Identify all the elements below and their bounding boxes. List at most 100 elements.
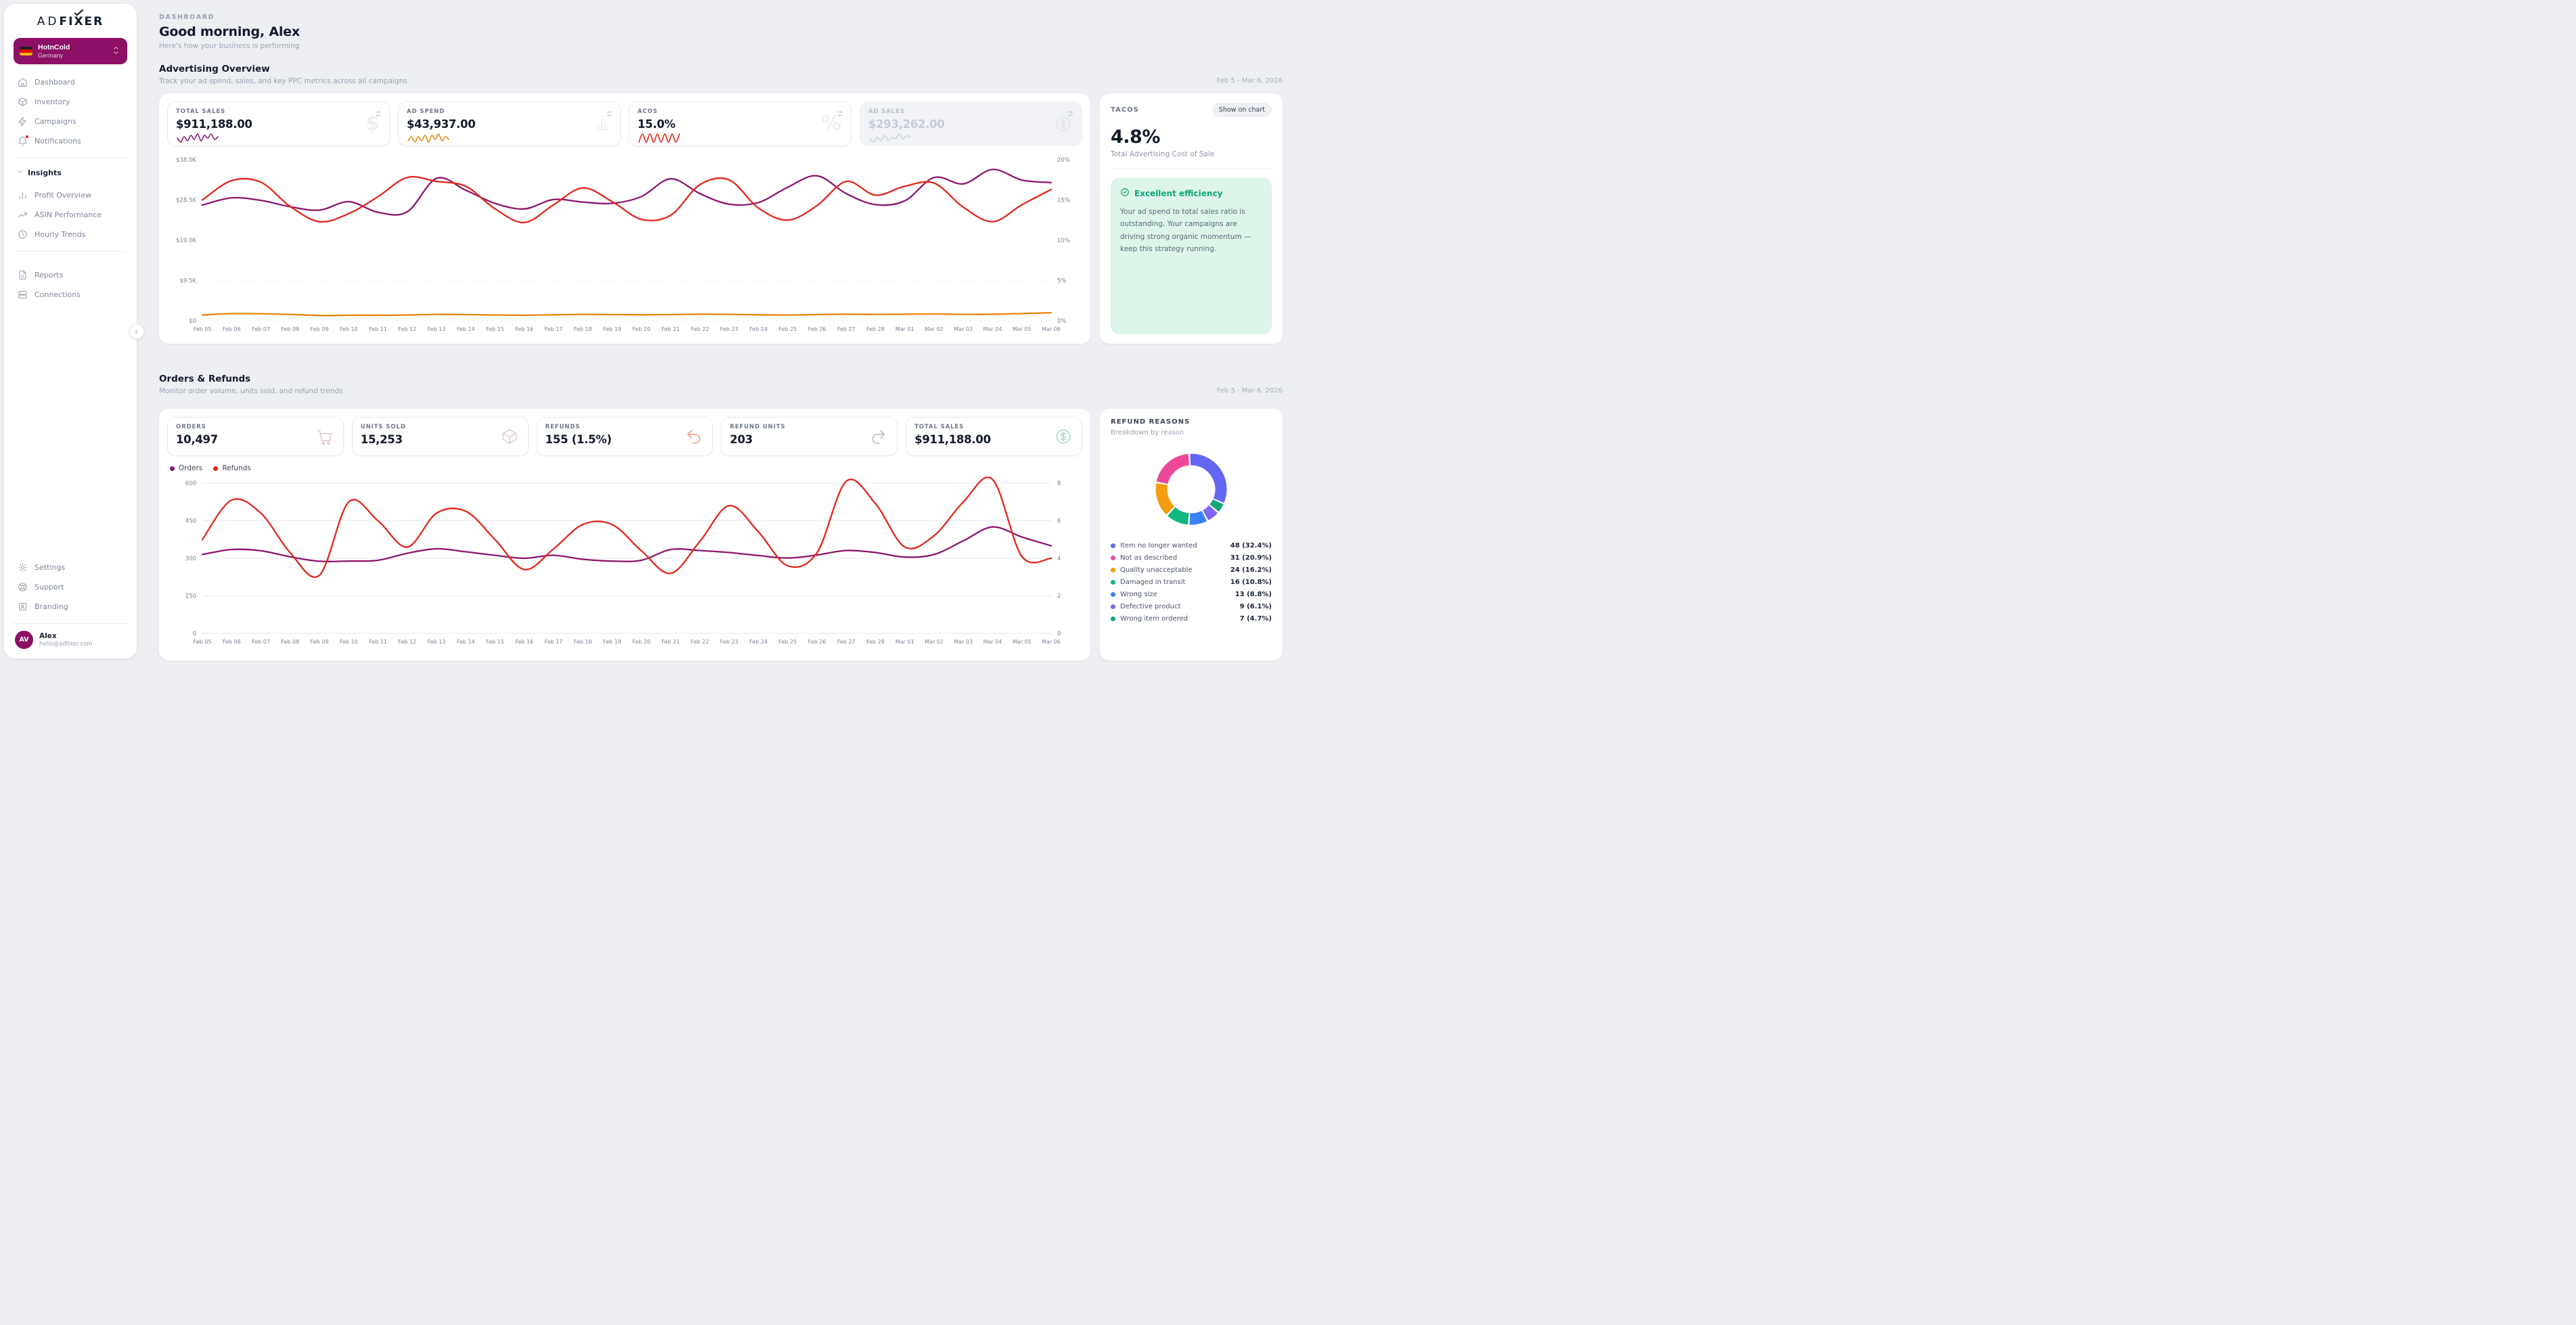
metric-card-total-sales[interactable]: TOTAL SALES $911,188.00 $ <box>167 102 390 146</box>
svg-text:Mar 03: Mar 03 <box>954 326 973 332</box>
refund-reason-row-quality-unacceptable[interactable]: Quality unacceptable 24 (16.2%) <box>1111 564 1272 576</box>
donut-segment-not-as-described[interactable] <box>1156 453 1190 485</box>
svg-text:Feb 26: Feb 26 <box>808 326 826 332</box>
user-profile[interactable]: AV Alex hello@adfixer.com <box>12 623 129 652</box>
metric-card-acos[interactable]: ACOS 15.0%% <box>629 102 851 146</box>
compare-arrows-icon <box>374 108 382 120</box>
donut-segment-defective-product[interactable] <box>1202 505 1218 520</box>
svg-text:300: 300 <box>185 556 196 562</box>
sidebar-item-settings[interactable]: Settings <box>12 558 129 577</box>
advertising-metric-cards: TOTAL SALES $911,188.00 $ AD SPEND $43,937.0… <box>167 102 1082 146</box>
reason-label: Damaged in transit <box>1120 578 1186 586</box>
advertising-panel: TOTAL SALES $911,188.00 $ AD SPEND $43,937.0… <box>159 93 1090 344</box>
orders-panel: ORDERS 10,497 UNITS SOLD 15,253 REFUNDS 155 (… <box>159 409 1090 660</box>
svg-text:Feb 27: Feb 27 <box>837 639 856 645</box>
donut-segment-item-no-longer-wanted[interactable] <box>1190 453 1227 503</box>
status-title: Excellent efficiency <box>1134 188 1223 198</box>
metric-card-ad-spend[interactable]: AD SPEND $43,937.00 <box>398 102 621 146</box>
legend-item-orders[interactable]: Orders <box>170 464 202 472</box>
chevron-up-down-icon <box>111 45 121 58</box>
sidebar-item-label: ASIN Performance <box>35 210 102 219</box>
metric-card-refund-units-3[interactable]: REFUND UNITS 203 <box>721 417 898 456</box>
orders-chart[interactable]: 600 8 450 6 300 4 150 2 0 0 Feb 05 Feb 06 Feb 07 Feb … <box>167 476 1082 647</box>
svg-text:Feb 23: Feb 23 <box>720 639 738 645</box>
legend-item-refunds[interactable]: Refunds <box>213 464 251 472</box>
donut-segment-wrong-size[interactable] <box>1189 510 1207 525</box>
svg-text:8: 8 <box>1057 480 1061 487</box>
id-card-icon <box>18 602 28 612</box>
metric-card-ad-sales[interactable]: AD SALES $293,262.00 <box>860 102 1082 146</box>
sidebar-item-inventory[interactable]: Inventory <box>12 92 129 112</box>
svg-text:Feb 21: Feb 21 <box>661 639 680 645</box>
sidebar-collapse-button[interactable] <box>129 323 144 339</box>
legend-label: Orders <box>179 464 203 472</box>
sidebar-item-hourly-trends[interactable]: Hourly Trends <box>12 225 129 244</box>
sidebar-item-profit-overview[interactable]: Profit Overview <box>12 185 129 205</box>
refund-reason-row-item-no-longer-wanted[interactable]: Item no longer wanted 48 (32.4%) <box>1111 539 1272 552</box>
refund-reasons-donut-chart[interactable] <box>1149 447 1233 531</box>
svg-text:Feb 27: Feb 27 <box>837 326 856 332</box>
tacos-label: TACOS <box>1111 106 1139 114</box>
svg-text:Feb 21: Feb 21 <box>661 326 680 332</box>
check-circle-icon <box>1120 187 1130 199</box>
metric-card-orders-0[interactable]: ORDERS 10,497 <box>167 417 344 456</box>
refund-reason-row-not-as-described[interactable]: Not as described 31 (20.9%) <box>1111 552 1272 564</box>
sidebar-item-campaigns[interactable]: Campaigns <box>12 112 129 131</box>
refund-reason-row-defective-product[interactable]: Defective product 9 (6.1%) <box>1111 600 1272 612</box>
svg-text:Feb 17: Feb 17 <box>544 326 562 332</box>
bar-chart-icon <box>18 190 28 200</box>
series-total-sales <box>201 169 1052 216</box>
refund-reason-row-wrong-item-ordered[interactable]: Wrong item ordered 7 (4.7%) <box>1111 612 1272 625</box>
zap-icon <box>18 116 28 127</box>
refund-reason-row-wrong-size[interactable]: Wrong size 13 (8.8%) <box>1111 588 1272 600</box>
svg-text:$9.5K: $9.5K <box>180 278 197 285</box>
donut-segment-quality-unacceptable[interactable] <box>1155 482 1175 515</box>
svg-text:0: 0 <box>193 631 196 637</box>
sidebar: ADFIX ER HotnCold Germany Dashboard Invent… <box>4 4 144 658</box>
package-icon <box>501 428 518 445</box>
svg-text:Feb 12: Feb 12 <box>398 639 416 645</box>
svg-text:$28.5K: $28.5K <box>176 198 196 204</box>
metric-value: $43,937.00 <box>407 118 476 131</box>
package-icon <box>18 97 28 107</box>
svg-text:Feb 20: Feb 20 <box>632 326 650 332</box>
metric-card-refunds-2[interactable]: REFUNDS 155 (1.5%) <box>536 417 713 456</box>
legend-dot <box>213 466 219 471</box>
show-on-chart-button[interactable]: Show on chart <box>1212 103 1272 117</box>
svg-text:Feb 28: Feb 28 <box>866 326 885 332</box>
sidebar-item-label: Notifications <box>35 137 81 145</box>
refund-reason-row-damaged-in-transit[interactable]: Damaged in transit 16 (10.8%) <box>1111 576 1272 588</box>
svg-text:2: 2 <box>1057 593 1061 600</box>
sidebar-secondary-nav: Reports Connections <box>12 265 129 305</box>
sidebar-item-dashboard[interactable]: Dashboard <box>12 72 129 92</box>
svg-text:Feb 17: Feb 17 <box>544 639 562 645</box>
insights-section-toggle[interactable]: Insights <box>12 165 129 179</box>
svg-text:Feb 19: Feb 19 <box>603 639 621 645</box>
svg-text:Feb 24: Feb 24 <box>749 326 768 332</box>
sidebar-item-notifications[interactable]: Notifications <box>12 131 129 151</box>
sidebar-item-asin-performance[interactable]: ASIN Performance <box>12 205 129 225</box>
donut-segment-damaged-in-transit[interactable] <box>1168 507 1189 525</box>
svg-text:Feb 05: Feb 05 <box>194 326 212 332</box>
account-selector[interactable]: HotnCold Germany <box>14 38 127 64</box>
svg-text:Feb 09: Feb 09 <box>311 639 329 645</box>
donut-segment-wrong-item-ordered[interactable] <box>1209 499 1224 512</box>
sidebar-item-connections[interactable]: Connections <box>12 285 129 305</box>
advertising-chart[interactable]: $38.0K 20% $28.5K 15% $19.0K 10% $9.5K 5% $0 0% Fe… <box>167 153 1082 334</box>
sidebar-item-reports[interactable]: Reports <box>12 265 129 285</box>
home-icon <box>18 77 28 87</box>
metric-value: $911,188.00 <box>914 433 991 446</box>
legend-dot <box>1111 579 1115 585</box>
tacos-panel: TACOS Show on chart 4.8% Total Advertisi… <box>1100 93 1283 344</box>
notification-badge <box>25 135 29 139</box>
reason-value: 48 (32.4%) <box>1230 541 1272 549</box>
metric-card-total-sales-4[interactable]: TOTAL SALES $911,188.00 <box>906 417 1082 456</box>
sidebar-item-support[interactable]: Support <box>12 577 129 597</box>
sidebar-item-branding[interactable]: Branding <box>12 597 129 616</box>
legend-dot <box>1111 591 1115 597</box>
svg-text:Feb 15: Feb 15 <box>486 326 504 332</box>
sidebar-divider <box>15 251 126 252</box>
sidebar-item-label: Dashboard <box>35 78 75 87</box>
refund-reasons-subtitle: Breakdown by reason <box>1111 429 1184 436</box>
metric-card-units-sold-1[interactable]: UNITS SOLD 15,253 <box>351 417 529 456</box>
